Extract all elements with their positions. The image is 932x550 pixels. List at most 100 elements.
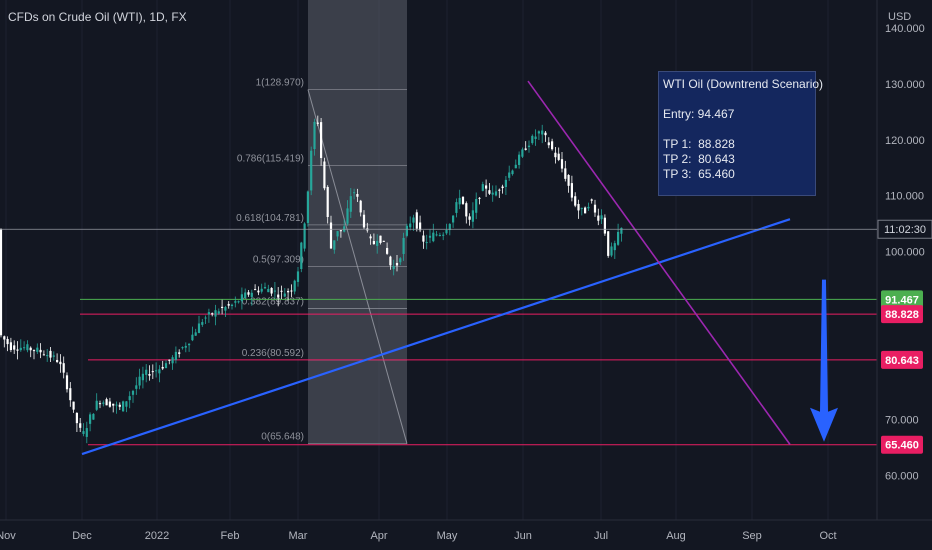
candle-body [551, 141, 554, 150]
candle-body [13, 345, 16, 350]
candle-body [171, 357, 174, 364]
candle-body [481, 184, 484, 191]
candle-body [145, 369, 148, 375]
candle-body [191, 334, 194, 341]
x-tick-label: 2022 [145, 530, 169, 542]
candle-body [197, 323, 201, 333]
price-level-tag [881, 350, 923, 369]
candle-body [181, 347, 184, 349]
candle-body [547, 142, 550, 146]
candle-body [32, 350, 36, 352]
candle-body [326, 186, 329, 218]
price-level-tag-label: 88.828 [885, 309, 919, 321]
candle-body [435, 234, 438, 236]
candle-body [362, 214, 366, 228]
time-label: 11:02:30 [884, 224, 926, 236]
candle-body [85, 428, 88, 437]
candle-body [580, 207, 583, 209]
candle-body [399, 258, 402, 263]
candle-body [115, 404, 118, 406]
candle-body [234, 301, 237, 303]
candle-body [574, 196, 577, 206]
candle-body [62, 363, 65, 373]
x-tick-label: Apr [370, 530, 387, 542]
candle-body [498, 189, 501, 191]
candle-body [514, 164, 517, 169]
price-level-tag-label: 80.643 [885, 355, 919, 367]
candle-body [445, 229, 448, 234]
candle-body [590, 199, 593, 201]
candle-body [461, 196, 465, 204]
candle-body [102, 402, 105, 404]
candle-body [135, 385, 138, 389]
candle-body [560, 159, 564, 169]
info-box-entry: Entry: 94.467 [663, 107, 735, 121]
x-tick-label: Oct [819, 530, 836, 542]
candle-body [603, 217, 606, 234]
info-box-title: WTI Oil (Downtrend Scenario) [663, 77, 824, 91]
x-tick-label: Jul [594, 530, 608, 542]
descending-trendline [527, 80, 791, 445]
candle-body [372, 241, 375, 245]
candle-body [537, 131, 540, 134]
candle-body [442, 234, 445, 236]
y-tick-label: 100.000 [885, 247, 925, 259]
candle-body [488, 190, 491, 194]
candle-body [207, 312, 210, 315]
candle-body [184, 345, 187, 348]
candle-body [0, 229, 3, 336]
price-level-tag-label: 91.467 [885, 294, 919, 306]
x-tick-label: Dec [72, 530, 92, 542]
candle-body [82, 431, 85, 434]
candle-body [155, 370, 158, 372]
candle-body [425, 242, 428, 244]
candle-body [382, 240, 385, 242]
candle-body [544, 132, 547, 136]
candle-body [151, 371, 154, 373]
candle-body [359, 200, 362, 213]
info-box-tp1: TP 1: 88.828 [663, 137, 735, 151]
candle-body [59, 361, 62, 365]
candle-body [257, 290, 260, 293]
candle-body [471, 210, 474, 222]
fib-level-label: 0(65.648) [261, 432, 304, 443]
y-tick-label: 70.000 [885, 414, 919, 426]
price-level-tag [881, 290, 923, 309]
candle-body [376, 240, 379, 246]
y-tick-label: 140.000 [885, 23, 925, 35]
candle-body [46, 355, 49, 357]
candle-body [131, 390, 135, 395]
info-box-tp2: TP 2: 80.643 [663, 152, 735, 166]
candle-body [613, 243, 616, 251]
candle-body [270, 287, 273, 294]
candle-body [353, 192, 356, 194]
candle-body [174, 351, 177, 360]
candle-body [349, 196, 352, 212]
candle-body [448, 223, 451, 231]
time-label-box [877, 219, 932, 239]
candle-body [29, 347, 32, 351]
candle-body [69, 388, 72, 401]
candle-body [204, 317, 207, 319]
candle-body [452, 215, 455, 223]
fib-level-label: 1(128.970) [256, 78, 304, 89]
candle-body [392, 266, 395, 270]
down-arrow-icon [810, 279, 838, 442]
candle-body [240, 294, 243, 302]
fib-level-label: 0.236(80.592) [242, 348, 304, 359]
candle-body [3, 336, 6, 340]
fib-level-label: 0.618(104.781) [236, 213, 304, 224]
candle-body [224, 307, 227, 311]
candle-body [122, 401, 125, 412]
candle-body [607, 231, 610, 256]
candle-body [300, 242, 303, 270]
candle-body [217, 311, 220, 314]
candle-body [379, 235, 382, 243]
y-tick-label: 130.000 [885, 79, 925, 91]
candle-body [19, 347, 22, 351]
candle-body [263, 286, 267, 289]
candle-body [75, 412, 78, 424]
candle-body [518, 154, 521, 165]
candle-body [511, 170, 514, 175]
